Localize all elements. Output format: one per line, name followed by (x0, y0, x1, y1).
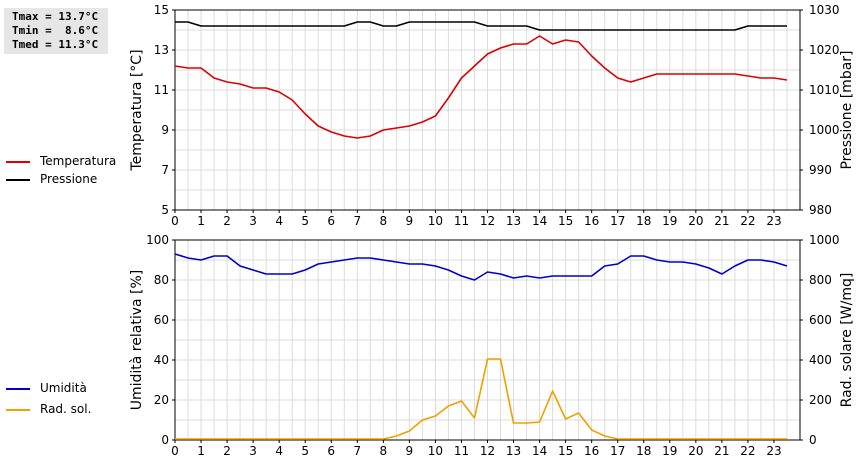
y-right-tick-label: 980 (809, 203, 832, 217)
legend-label: Pressione (40, 172, 98, 186)
x-tick-label: 4 (275, 214, 283, 228)
x-tick-label: 6 (327, 214, 335, 228)
y-tick-label: 7 (161, 163, 169, 177)
y-tick-label: 40 (154, 353, 169, 367)
x-tick-label: 10 (428, 214, 443, 228)
x-tick-label: 21 (714, 214, 729, 228)
x-tick-label: 7 (353, 214, 361, 228)
x-tick-label: 11 (454, 444, 469, 458)
x-tick-label: 3 (249, 214, 257, 228)
stats-box: Tmax = 13.7°C Tmin = 8.6°C Tmed = 11.3°C (4, 8, 108, 54)
y-axis-label: Temperatura [°C] (129, 49, 145, 171)
x-tick-label: 18 (636, 444, 651, 458)
legend-label: Umidità (40, 381, 87, 395)
x-tick-label: 7 (353, 444, 361, 458)
x-tick-label: 5 (301, 444, 309, 458)
x-tick-label: 0 (171, 444, 179, 458)
y-tick-label: 80 (154, 273, 169, 287)
series-line-rad-sol (175, 358, 787, 440)
y-tick-label: 15 (154, 3, 169, 17)
tmax-label: Tmax = 13.7°C (12, 10, 99, 23)
x-tick-label: 0 (171, 214, 179, 228)
x-tick-label: 19 (662, 444, 677, 458)
y-axis-label: Umidità relativa [%] (129, 270, 145, 411)
x-tick-label: 12 (480, 214, 495, 228)
x-tick-label: 20 (688, 444, 703, 458)
x-tick-label: 22 (740, 444, 755, 458)
y-tick-label: 13 (154, 43, 169, 57)
series-line-umidit (174, 253, 788, 281)
x-tick-label: 2 (223, 214, 231, 228)
x-tick-label: 20 (688, 214, 703, 228)
x-tick-label: 21 (714, 444, 729, 458)
y-right-axis-label: Pressione [mbar] (839, 50, 855, 169)
legend-swatch (6, 388, 30, 390)
y-tick-label: 11 (154, 83, 169, 97)
x-tick-label: 23 (766, 444, 781, 458)
y-right-tick-label: 1030 (809, 3, 840, 17)
y-right-tick-label: 1000 (809, 233, 840, 247)
legend-swatch (6, 409, 30, 411)
y-right-tick-label: 1010 (809, 83, 840, 97)
x-tick-label: 4 (275, 444, 283, 458)
x-tick-label: 22 (740, 214, 755, 228)
x-tick-label: 15 (558, 214, 573, 228)
x-tick-label: 14 (532, 214, 547, 228)
x-tick-label: 6 (327, 444, 335, 458)
x-tick-label: 14 (532, 444, 547, 458)
y-tick-label: 0 (161, 433, 169, 447)
x-tick-label: 16 (584, 444, 599, 458)
x-tick-label: 13 (506, 214, 521, 228)
x-tick-label: 3 (249, 444, 257, 458)
tmed-label: Tmed = 11.3°C (12, 38, 99, 51)
y-tick-label: 9 (161, 123, 169, 137)
x-tick-label: 9 (406, 214, 414, 228)
x-tick-label: 1 (197, 444, 205, 458)
x-tick-label: 17 (610, 444, 625, 458)
x-tick-label: 17 (610, 214, 625, 228)
y-right-tick-label: 600 (809, 313, 832, 327)
x-tick-label: 2 (223, 444, 231, 458)
legend-label: Temperatura (40, 154, 117, 168)
x-tick-label: 8 (380, 214, 388, 228)
legend-swatch (6, 161, 30, 163)
x-tick-label: 9 (406, 444, 414, 458)
series-line-pressione (175, 21, 787, 31)
x-tick-label: 13 (506, 444, 521, 458)
y-tick-label: 100 (146, 233, 169, 247)
y-right-tick-label: 0 (809, 433, 817, 447)
y-right-tick-label: 800 (809, 273, 832, 287)
y-right-tick-label: 990 (809, 163, 832, 177)
y-right-tick-label: 200 (809, 393, 832, 407)
x-tick-label: 10 (428, 444, 443, 458)
y-tick-label: 60 (154, 313, 169, 327)
x-tick-label: 19 (662, 214, 677, 228)
y-tick-label: 20 (154, 393, 169, 407)
x-tick-label: 1 (197, 214, 205, 228)
y-right-tick-label: 1000 (809, 123, 840, 137)
series-line-temperatura (174, 35, 788, 139)
x-tick-label: 18 (636, 214, 651, 228)
y-right-tick-label: 400 (809, 353, 832, 367)
legend-label: Rad. sol. (40, 402, 92, 416)
tmin-label: Tmin = 8.6°C (12, 24, 99, 37)
x-tick-label: 15 (558, 444, 573, 458)
x-tick-label: 23 (766, 214, 781, 228)
legend-swatch (6, 179, 30, 181)
y-tick-label: 5 (161, 203, 169, 217)
x-tick-label: 16 (584, 214, 599, 228)
x-tick-label: 11 (454, 214, 469, 228)
y-right-axis-label: Rad. solare [W/mq] (839, 273, 855, 408)
x-tick-label: 8 (380, 444, 388, 458)
x-tick-label: 12 (480, 444, 495, 458)
x-tick-label: 5 (301, 214, 309, 228)
y-right-tick-label: 1020 (809, 43, 840, 57)
